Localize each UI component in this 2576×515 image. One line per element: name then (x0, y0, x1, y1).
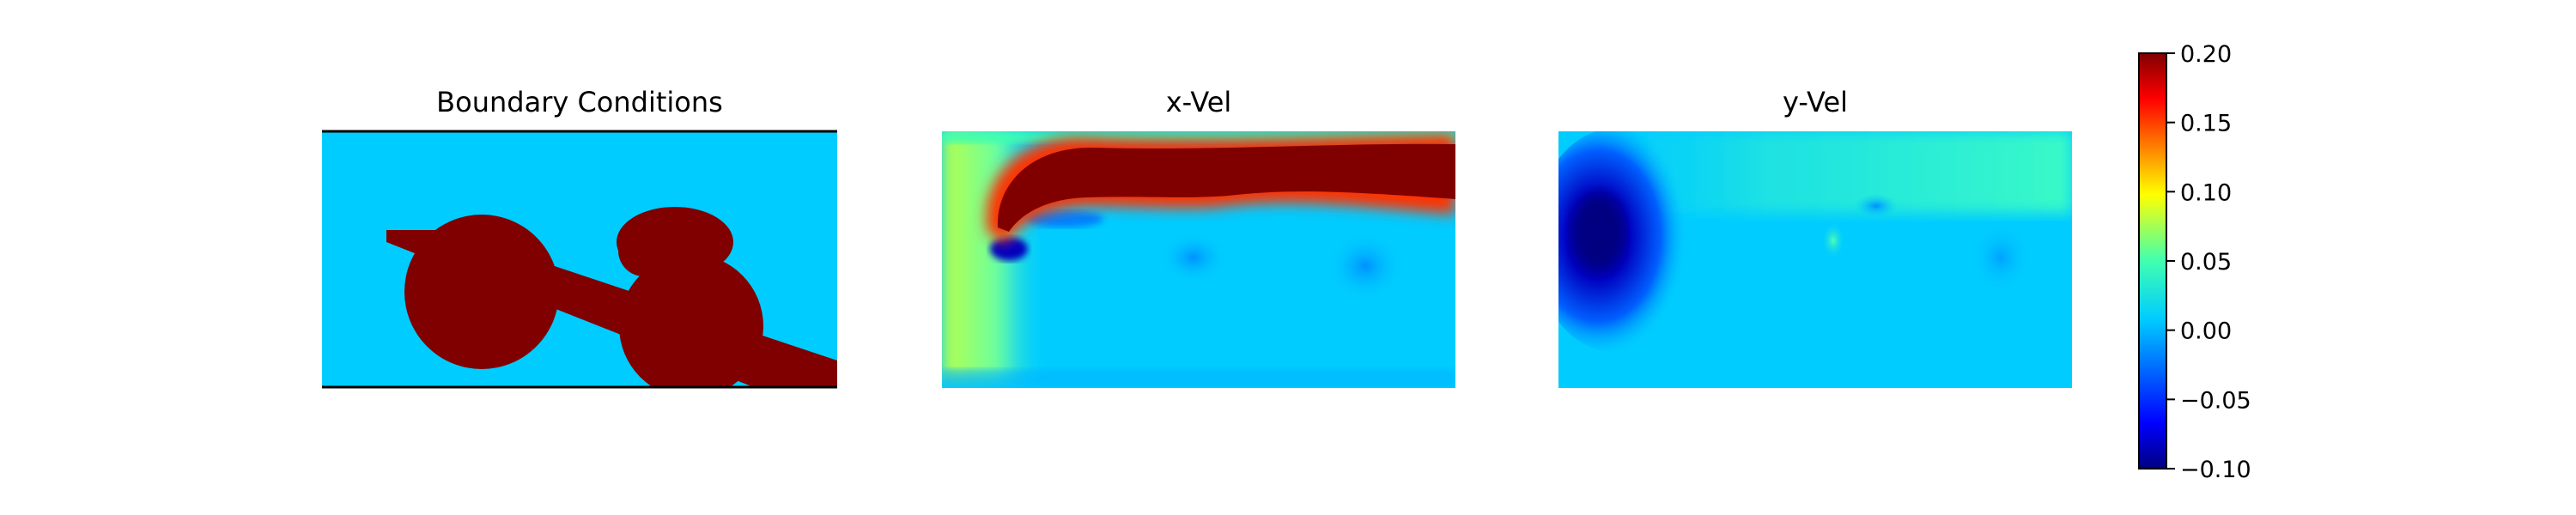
bc-obstacle-circle-4 (619, 254, 763, 388)
colorbar-tick-label: 0.10 (2180, 179, 2232, 206)
yvel-vortex (1558, 131, 1696, 352)
xvel-wake-dip (990, 237, 1028, 261)
bc-obstacle-circle-1 (404, 215, 559, 369)
colorbar-tick-label: −0.05 (2180, 387, 2251, 414)
colorbar: 0.20 0.15 0.10 0.05 0.00 −0.05 −0.10 (2138, 41, 2251, 483)
colorbar-tick-label: 0.20 (2180, 41, 2232, 68)
colorbar-tick-label: −0.10 (2180, 457, 2251, 483)
title-x-vel: x-Vel (1165, 86, 1232, 118)
title-boundary-conditions: Boundary Conditions (436, 86, 723, 118)
panel-y-vel (1558, 131, 2072, 388)
panel-boundary-conditions (322, 130, 837, 389)
panel-x-vel (942, 131, 1455, 388)
colorbar-tick-label: 0.05 (2180, 249, 2232, 276)
colorbar-ticks: 0.20 0.15 0.10 0.05 0.00 −0.05 −0.10 (2166, 41, 2251, 483)
title-y-vel: y-Vel (1782, 86, 1849, 118)
colorbar-tick-label: 0.15 (2180, 111, 2232, 137)
colorbar-tick-label: 0.00 (2180, 318, 2232, 345)
colorbar-gradient (2138, 52, 2167, 470)
